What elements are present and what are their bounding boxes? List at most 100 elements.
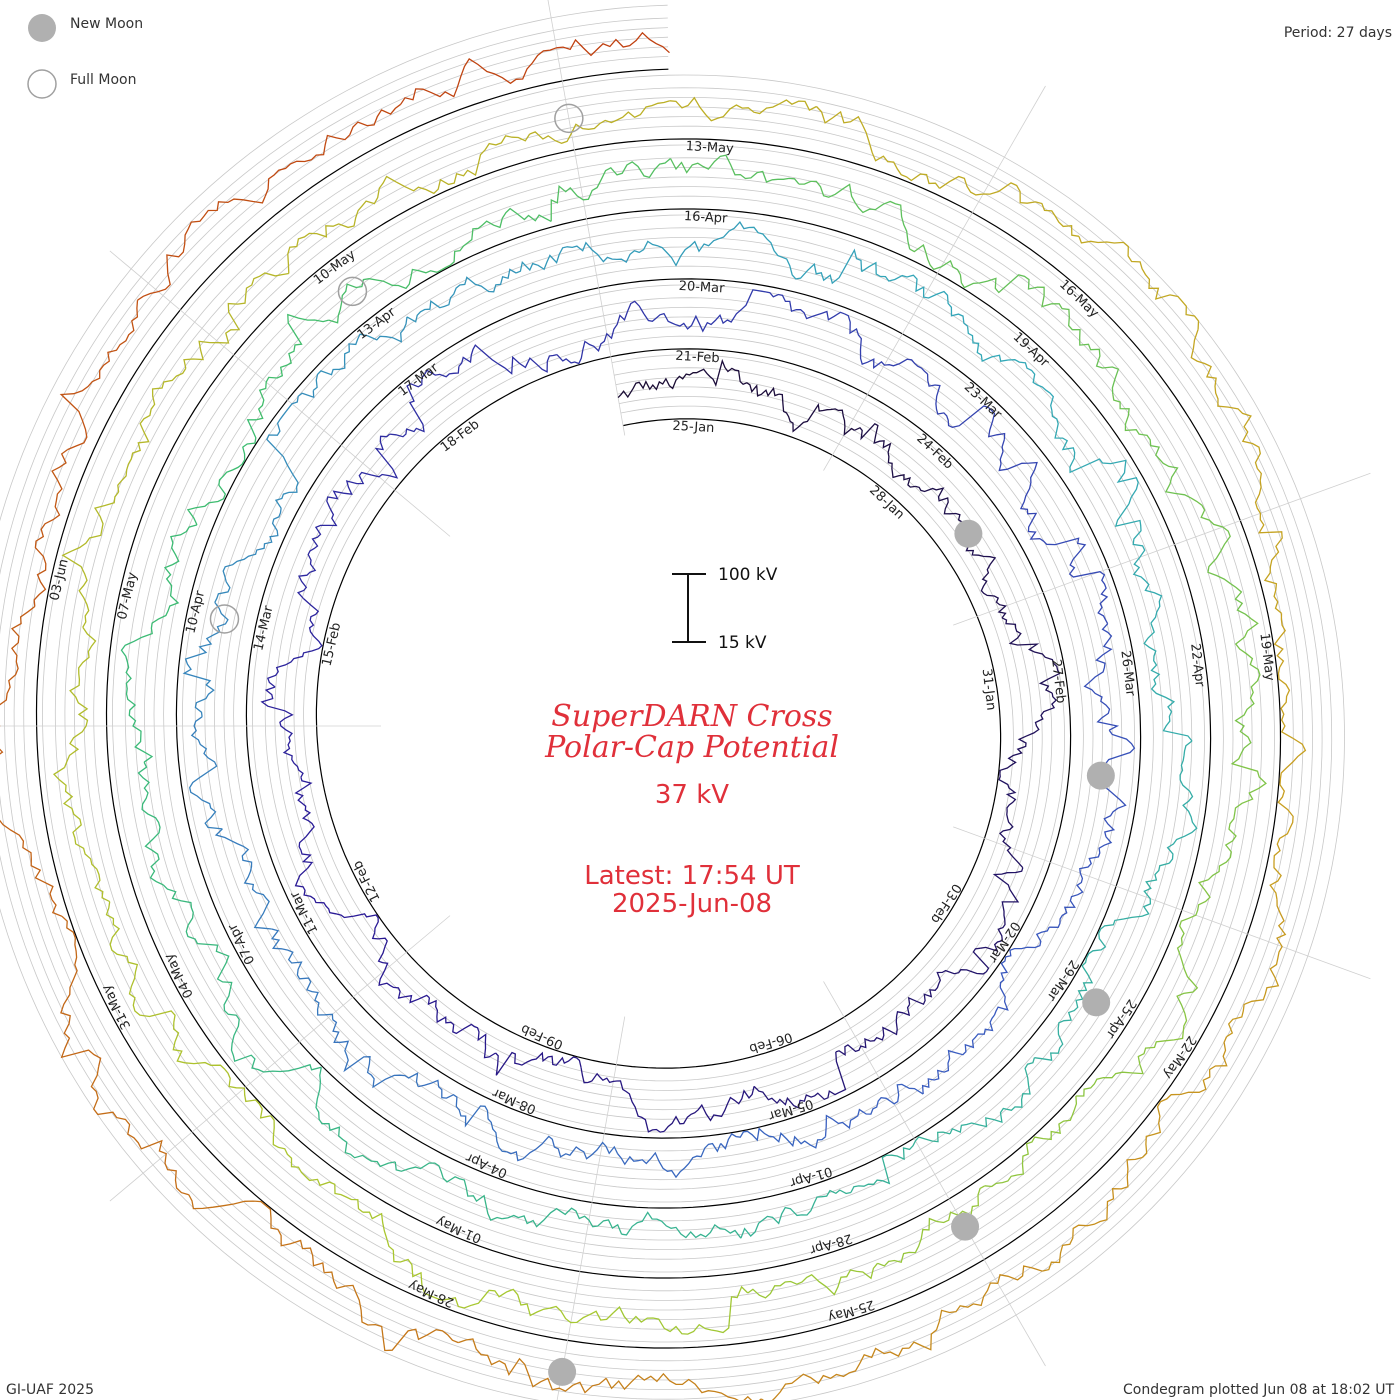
- full-moon-marker: [337, 276, 368, 307]
- ppc-series-segment: [907, 947, 990, 1006]
- ppc-series-segment: [471, 1288, 614, 1324]
- ppc-series-segment: [287, 175, 397, 274]
- ppc-series-segment: [296, 507, 338, 599]
- radial-spoke: [823, 85, 1046, 471]
- ppc-series-segment: [506, 1135, 619, 1162]
- ppc-series-segment: [854, 422, 916, 488]
- ppc-series-segment: [824, 1083, 924, 1137]
- ppc-series-segment: [90, 1066, 189, 1196]
- ppc-series-segment: [105, 901, 176, 1023]
- ppc-series-segment: [612, 1285, 749, 1335]
- period-label: Period: 27 days: [1284, 25, 1392, 41]
- ppc-series-segment: [61, 491, 120, 628]
- baseline-spiral: [35, 68, 1282, 1349]
- ppc-series-segment: [1083, 623, 1120, 731]
- ppc-series-segment: [389, 366, 460, 438]
- ppc-series-segment: [663, 1086, 755, 1132]
- ppc-series-segment: [1166, 740, 1198, 864]
- date-tick-label: 28-Jan: [866, 483, 907, 523]
- ppc-series-segment: [326, 433, 399, 509]
- ppc-series-segment: [1190, 329, 1261, 469]
- ppc-series-segment: [1078, 236, 1200, 330]
- ppc-series-segment: [315, 1067, 396, 1168]
- ppc-series-segment: [188, 1194, 325, 1273]
- ppc-series-segment: [418, 1079, 507, 1153]
- ppc-series-segment: [1042, 1156, 1143, 1272]
- ppc-series-segment: [966, 326, 1055, 411]
- ppc-series-segment: [643, 309, 742, 333]
- ppc-series-segment: [908, 1265, 1043, 1351]
- date-tick-label: 12-Feb: [350, 858, 383, 904]
- radial-spoke: [547, 0, 626, 436]
- date-tick-label: 25-Jan: [672, 419, 715, 436]
- ppc-series-segment: [162, 884, 233, 990]
- date-tick-label: 31-May: [99, 982, 134, 1032]
- ppc-series-segment: [141, 524, 198, 638]
- ppc-series-segment: [502, 1207, 623, 1235]
- ppc-series-segment: [0, 819, 63, 917]
- ppc-series-segment: [949, 1057, 1036, 1135]
- date-tick-label: 09-Feb: [519, 1021, 566, 1052]
- ppc-series-segment: [294, 777, 315, 869]
- ppc-series-segment: [63, 626, 97, 768]
- ppc-series-segment: [33, 448, 69, 607]
- ppc-series-segment: [270, 1115, 364, 1213]
- ppc-series-segment: [1114, 503, 1163, 624]
- ppc-series-segment: [617, 370, 701, 399]
- ppc-series-segment: [458, 344, 558, 375]
- ppc-series-segment: [270, 928, 334, 1020]
- date-tick-label: 19-May: [1256, 632, 1277, 682]
- ppc-series-segment: [629, 221, 750, 267]
- ppc-series-segment: [214, 828, 272, 930]
- ppc-series-segment: [1254, 468, 1283, 614]
- ppc-series-segment: [998, 439, 1041, 540]
- date-tick-label: 25-May: [826, 1296, 877, 1324]
- scale-bottom-label: 15 kV: [718, 633, 767, 653]
- ppc-series-segment: [921, 1014, 996, 1095]
- ppc-series-segment: [332, 1019, 419, 1089]
- scale-top-label: 100 kV: [718, 565, 778, 585]
- ppc-series-segment: [747, 1262, 879, 1299]
- ppc-series: [0, 31, 1307, 1400]
- ppc-series-segment: [760, 1347, 910, 1400]
- latest-time: Latest: 17:54 UT: [584, 861, 800, 891]
- ppc-series-segment: [1039, 537, 1109, 625]
- ppc-series-segment: [394, 1161, 503, 1221]
- ppc-series-segment: [669, 154, 800, 185]
- ppc-series-segment: [0, 605, 36, 755]
- ppc-series-segment: [260, 686, 304, 778]
- ppc-series-segment: [1049, 836, 1113, 928]
- grid-spiral: [0, 17, 1333, 1400]
- footer-credit: GI-UAF 2025: [6, 1382, 94, 1398]
- scale-bar: [672, 573, 706, 643]
- new-moon-marker: [951, 1212, 980, 1241]
- ppc-series-segment: [1234, 618, 1261, 754]
- new-moon-marker: [954, 519, 983, 548]
- chart-title-line2: Polar-Cap Potential: [544, 730, 839, 765]
- date-tick-label: 10-Apr: [183, 589, 208, 635]
- chart-title-line1: SuperDARN Cross: [551, 699, 832, 734]
- footer-plotted: Condegram plotted Jun 08 at 18:02 UT: [1123, 1382, 1394, 1398]
- new-moon-marker: [1082, 988, 1111, 1017]
- ppc-series-segment: [556, 31, 670, 57]
- ppc-series-segment: [529, 100, 671, 144]
- date-tick-label: 20-Mar: [678, 279, 725, 297]
- date-tick-label: 22-May: [1160, 1033, 1199, 1082]
- ppc-series-segment: [256, 313, 329, 421]
- ppc-series-segment: [621, 1211, 742, 1239]
- date-tick-label: 04-May: [162, 950, 197, 1000]
- legend-full-moon-label: Full Moon: [70, 72, 136, 88]
- ppc-series-segment: [1036, 286, 1120, 395]
- date-tick-label: 21-Feb: [675, 349, 720, 367]
- ppc-series-segment: [1143, 622, 1193, 742]
- ppc-series-segment: [1226, 899, 1287, 1038]
- date-tick-label: 16-Apr: [683, 209, 728, 227]
- full-moon-marker: [209, 604, 240, 634]
- ppc-series-segment: [926, 373, 1006, 440]
- ppc-series-segment: [182, 602, 229, 717]
- legend-new-moon-label: New Moon: [70, 16, 143, 32]
- ppc-series-segment: [1001, 617, 1061, 694]
- ppc-series-segment: [59, 300, 139, 451]
- date-tick-label: 18-Feb: [438, 417, 482, 455]
